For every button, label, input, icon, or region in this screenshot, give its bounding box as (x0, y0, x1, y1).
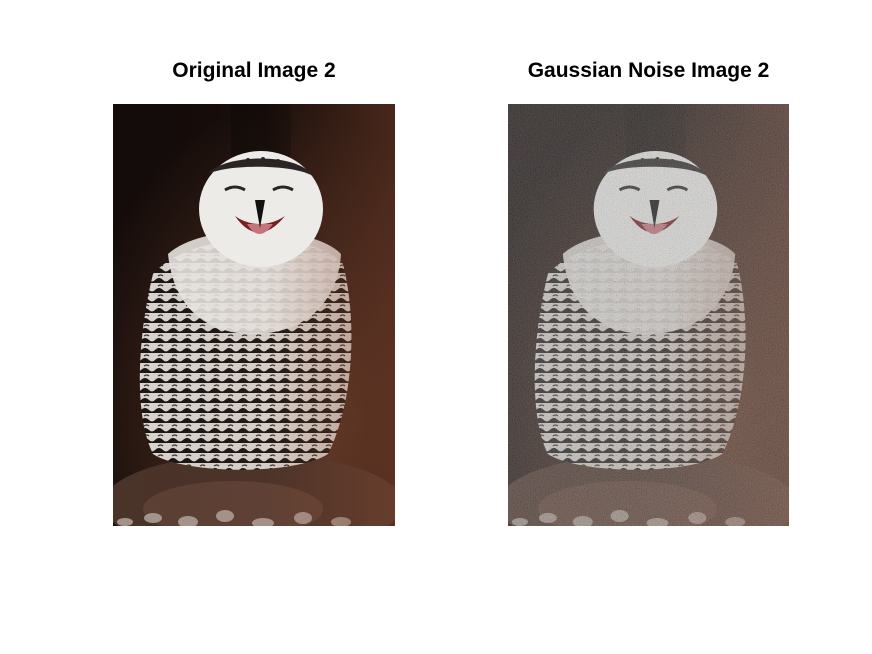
noise-overlay (508, 104, 789, 526)
panel-title-original: Original Image 2 (172, 59, 336, 82)
original-owl-image (113, 104, 395, 526)
gaussian-noise-owl-image (508, 104, 789, 526)
panel-title-gaussian-noise: Gaussian Noise Image 2 (527, 59, 770, 82)
